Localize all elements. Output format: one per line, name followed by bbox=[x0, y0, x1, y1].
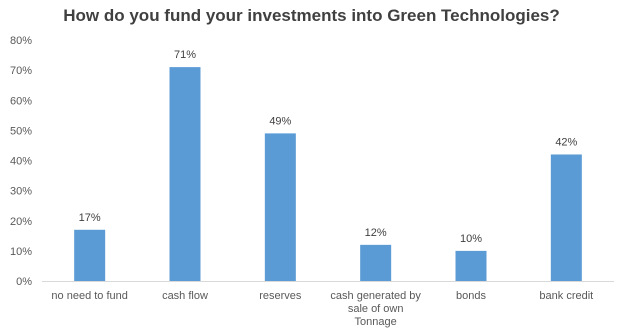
category-label: bonds bbox=[456, 290, 486, 302]
y-tick-label: 10% bbox=[10, 246, 32, 258]
bar bbox=[360, 244, 392, 281]
category-label: reserves bbox=[259, 290, 302, 302]
category-label: cash generated by bbox=[330, 290, 421, 302]
y-tick-label: 0% bbox=[16, 276, 32, 288]
y-tick-label: 50% bbox=[10, 125, 32, 137]
data-label: 42% bbox=[555, 136, 577, 148]
y-tick-label: 30% bbox=[10, 186, 32, 198]
data-label: 17% bbox=[79, 212, 101, 224]
bar bbox=[550, 154, 582, 281]
bar bbox=[264, 133, 296, 281]
data-label: 71% bbox=[174, 49, 196, 61]
y-tick-label: 20% bbox=[10, 216, 32, 228]
chart-title: How do you fund your investments into Gr… bbox=[63, 6, 560, 25]
y-tick-label: 60% bbox=[10, 95, 32, 107]
category-label: no need to fund bbox=[51, 290, 127, 302]
category-label: cash flow bbox=[162, 290, 208, 302]
category-label: bank credit bbox=[539, 290, 593, 302]
data-label: 49% bbox=[269, 115, 291, 127]
y-tick-label: 40% bbox=[10, 156, 32, 168]
data-label: 12% bbox=[365, 227, 387, 239]
bar bbox=[74, 229, 106, 281]
category-label: sale of own bbox=[348, 303, 404, 315]
y-tick-label: 70% bbox=[10, 65, 32, 77]
category-label: Tonnage bbox=[355, 316, 397, 328]
bar bbox=[455, 250, 487, 281]
y-tick-label: 80% bbox=[10, 35, 32, 47]
bar bbox=[169, 67, 201, 281]
data-label: 10% bbox=[460, 233, 482, 245]
